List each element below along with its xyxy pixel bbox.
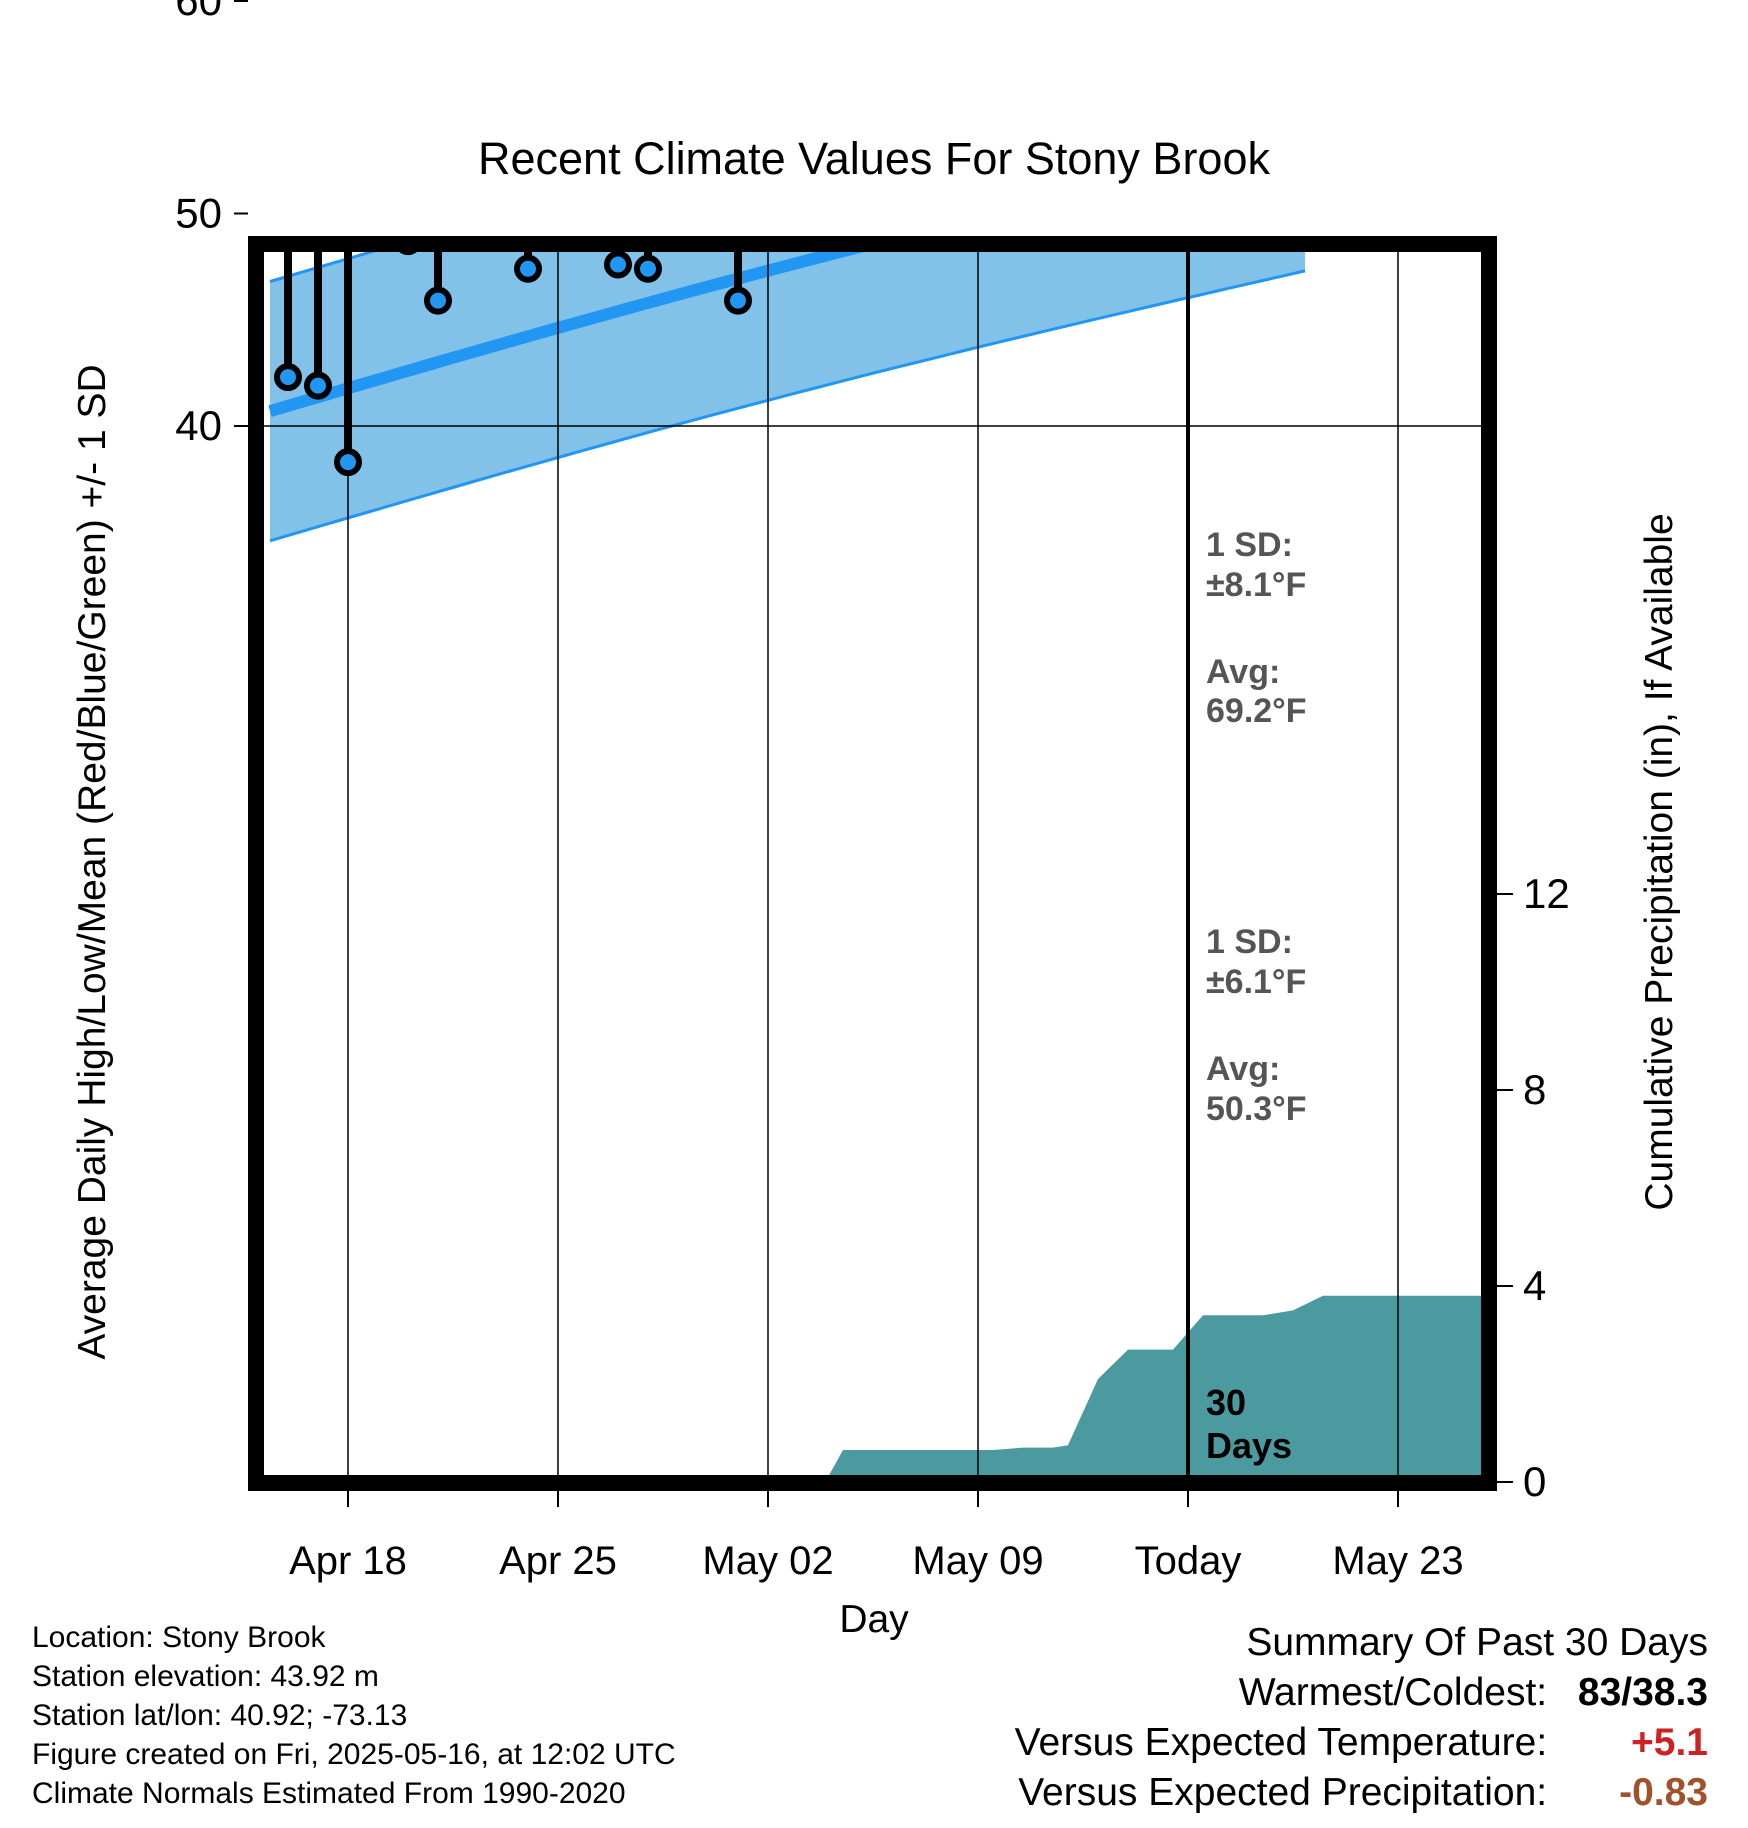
low-sd-value: ±6.1°F <box>1206 963 1306 1001</box>
low-temp-point <box>514 254 542 283</box>
low-temp-point <box>787 50 809 72</box>
high-temp-point <box>277 213 299 235</box>
low-temp-point <box>424 286 452 315</box>
low-sd-band-lower-edge <box>269 269 1306 543</box>
summary-warm-cold: Warmest/Coldest: 83/38.3 <box>1015 1668 1708 1718</box>
window-days-unit: Days <box>1206 1425 1292 1466</box>
low-sd-label: 1 SD: <box>1206 923 1293 961</box>
low-temp-point <box>907 107 929 129</box>
temp-anomaly-value: +5.1 <box>1631 1721 1708 1764</box>
y-tick-label: 50 <box>175 190 222 237</box>
low-temp-point <box>997 205 1019 227</box>
x-tick-label: May 02 <box>702 1539 833 1583</box>
station-elevation: Station elevation: 43.92 m <box>32 1660 379 1693</box>
low-avg-label: Avg: <box>1206 1050 1280 1088</box>
low-temp-point <box>547 84 569 106</box>
low-temp-point <box>847 18 869 40</box>
figure-created: Figure created on Fri, 2025-05-16, at 12… <box>32 1738 676 1771</box>
chart-title: Recent Climate Values For Stony Brook <box>478 133 1271 184</box>
plot-clip-group <box>262 0 1483 1477</box>
y2-tick-label: 0 <box>1523 1458 1546 1505</box>
y2-tick-label: 8 <box>1523 1066 1546 1113</box>
summary-temperature: Versus Expected Temperature: +5.1 <box>1015 1718 1708 1768</box>
station-latlon: Station lat/lon: 40.92; -73.13 <box>32 1699 408 1732</box>
low-temp-point <box>1027 198 1049 220</box>
summary-precipitation: Versus Expected Precipitation: -0.83 <box>1015 1768 1708 1818</box>
high-temp-point <box>967 0 989 6</box>
high-normal-line <box>270 0 1305 14</box>
normals-period: Climate Normals Estimated From 1990-2020 <box>32 1777 626 1810</box>
low-temp-point <box>334 448 362 477</box>
low-temp-point <box>634 254 662 283</box>
precipitation-area <box>810 1295 1483 1477</box>
high-sd-label: 1 SD: <box>1206 526 1293 564</box>
low-temp-point <box>304 371 332 400</box>
y-tick-label: 40 <box>175 402 222 449</box>
high-temp-point <box>607 52 629 74</box>
low-temp-point <box>877 81 899 103</box>
low-temp-point <box>937 90 959 112</box>
low-temp-point <box>817 11 839 33</box>
low-temp-point <box>1087 60 1109 82</box>
low-sd-band-fill <box>270 250 1305 541</box>
precip-label: Versus Expected Precipitation: <box>1018 1771 1548 1814</box>
y2-axis-label: Cumulative Precipitation (in), If Availa… <box>1638 513 1681 1210</box>
high-avg-value: 69.2°F <box>1206 692 1307 730</box>
low-temp-point <box>457 118 479 140</box>
temp-label: Versus Expected Temperature: <box>1014 1721 1548 1764</box>
station-location: Location: Stony Brook <box>32 1621 326 1654</box>
low-temp-point <box>1147 5 1169 27</box>
x-tick-label: May 23 <box>1332 1539 1463 1583</box>
y2-tick-label: 4 <box>1523 1262 1546 1309</box>
low-temp-point <box>757 75 779 97</box>
x-tick-label: Apr 18 <box>289 1539 407 1583</box>
x-tick-label: Today <box>1135 1539 1242 1583</box>
low-normal-line <box>268 250 873 417</box>
low-temp-point <box>274 363 302 392</box>
high-temp-point <box>427 50 449 72</box>
summary-panel: Summary Of Past 30 Days Warmest/Coldest:… <box>1015 1618 1708 1818</box>
high-sd-value: ±8.1°F <box>1206 566 1306 604</box>
low-temp-point <box>604 250 632 279</box>
x-tick-label: Apr 25 <box>499 1539 617 1583</box>
high-avg-label: Avg: <box>1206 653 1280 691</box>
low-temp-point <box>724 286 752 315</box>
window-days-number: 30 <box>1206 1382 1246 1423</box>
high-temp-point <box>307 5 329 27</box>
warm-cold-value: 83/38.3 <box>1577 1671 1708 1714</box>
x-tick-label: May 09 <box>912 1539 1043 1583</box>
y2-tick-label: 12 <box>1523 870 1570 917</box>
precip-anomaly-value: -0.83 <box>1619 1771 1708 1814</box>
low-temp-point <box>1117 69 1139 91</box>
warm-cold-label: Warmest/Coldest: <box>1238 1671 1548 1714</box>
x-axis-label: Day <box>839 1598 909 1641</box>
low-temp-point <box>367 158 389 180</box>
y-axis-label: Average Daily High/Low/Mean (Red/Blue/Gr… <box>71 364 114 1359</box>
plot-frame <box>248 236 1497 1491</box>
station-info: Location: Stony Brook Station elevation:… <box>32 1618 676 1813</box>
y-tick-label: 60 <box>175 0 222 24</box>
low-avg-today-marker <box>1174 193 1202 221</box>
low-avg-value: 50.3°F <box>1206 1090 1307 1128</box>
summary-title: Summary Of Past 30 Days <box>1246 1621 1708 1664</box>
